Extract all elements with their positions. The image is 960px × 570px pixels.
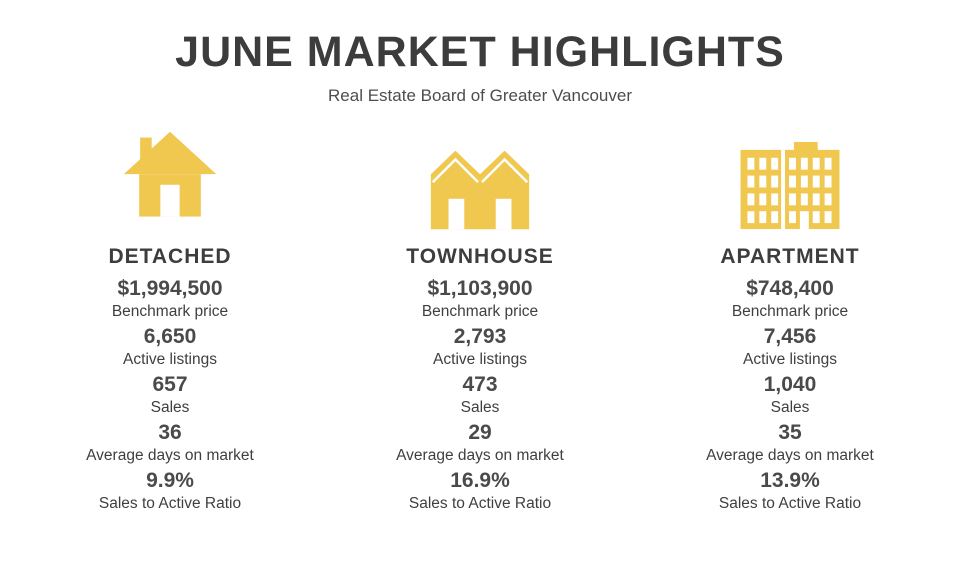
stat-label: Sales — [770, 398, 810, 416]
stat-value: 29 — [468, 420, 492, 444]
stat-value: 9.9% — [146, 468, 194, 492]
stat-days-on-market: 35 Average days on market — [635, 421, 945, 466]
stat-value: 13.9% — [760, 468, 820, 492]
stat-label: Benchmark price — [731, 302, 849, 320]
stat-label: Active listings — [433, 350, 527, 368]
column-title: TOWNHOUSE — [406, 245, 554, 269]
stat-value: $1,103,900 — [427, 277, 533, 301]
stat-sales: 473 Sales — [325, 373, 635, 418]
stat-active-listings: 7,456 Active listings — [635, 325, 945, 370]
stat-value: 35 — [778, 420, 802, 444]
stat-sales: 657 Sales — [15, 373, 325, 418]
stat-value: 7,456 — [763, 325, 817, 349]
stat-value: 16.9% — [450, 468, 510, 492]
detached-house-icon — [15, 120, 325, 232]
stat-benchmark-price: $748,400 Benchmark price — [635, 277, 945, 322]
column-townhouse: TOWNHOUSE $1,103,900 Benchmark price 2,7… — [325, 120, 635, 517]
stat-value: 6,650 — [143, 325, 197, 349]
stat-value: 2,793 — [453, 325, 507, 349]
stat-value: $1,994,500 — [117, 277, 223, 301]
column-apartment: APARTMENT $748,400 Benchmark price 7,456… — [635, 120, 945, 517]
stat-label: Active listings — [123, 350, 217, 368]
stat-label: Average days on market — [706, 446, 874, 464]
stat-active-listings: 6,650 Active listings — [15, 325, 325, 370]
column-title: APARTMENT — [720, 245, 860, 269]
stat-days-on-market: 36 Average days on market — [15, 421, 325, 466]
stat-label: Sales — [150, 398, 190, 416]
stat-label: Sales to Active Ratio — [718, 494, 862, 512]
stat-active-listings: 2,793 Active listings — [325, 325, 635, 370]
stat-benchmark-price: $1,994,500 Benchmark price — [15, 277, 325, 322]
stat-label: Benchmark price — [421, 302, 539, 320]
column-title: DETACHED — [108, 245, 232, 269]
page-title: JUNE MARKET HIGHLIGHTS — [175, 28, 785, 76]
stat-benchmark-price: $1,103,900 Benchmark price — [325, 277, 635, 322]
stat-label: Average days on market — [396, 446, 564, 464]
stat-value: 473 — [462, 372, 498, 396]
stat-label: Benchmark price — [111, 302, 229, 320]
stat-label: Sales — [460, 398, 500, 416]
infographic-slide: JUNE MARKET HIGHLIGHTS Real Estate Board… — [0, 28, 960, 570]
stat-days-on-market: 29 Average days on market — [325, 421, 635, 466]
stat-label: Sales to Active Ratio — [98, 494, 242, 512]
stat-sales-to-active-ratio: 9.9% Sales to Active Ratio — [15, 469, 325, 514]
stat-value: 1,040 — [763, 372, 817, 396]
stat-value: 657 — [152, 372, 188, 396]
stat-label: Active listings — [743, 350, 837, 368]
page-subtitle: Real Estate Board of Greater Vancouver — [328, 86, 632, 106]
stat-label: Sales to Active Ratio — [408, 494, 552, 512]
townhouse-icon — [325, 120, 635, 232]
stat-value: $748,400 — [746, 277, 834, 301]
stat-value: 36 — [158, 420, 182, 444]
stat-label: Average days on market — [86, 446, 254, 464]
apartment-building-icon — [635, 120, 945, 232]
stat-sales: 1,040 Sales — [635, 373, 945, 418]
stat-sales-to-active-ratio: 16.9% Sales to Active Ratio — [325, 469, 635, 514]
columns: DETACHED $1,994,500 Benchmark price 6,65… — [15, 120, 945, 517]
column-detached: DETACHED $1,994,500 Benchmark price 6,65… — [15, 120, 325, 517]
stat-sales-to-active-ratio: 13.9% Sales to Active Ratio — [635, 469, 945, 514]
